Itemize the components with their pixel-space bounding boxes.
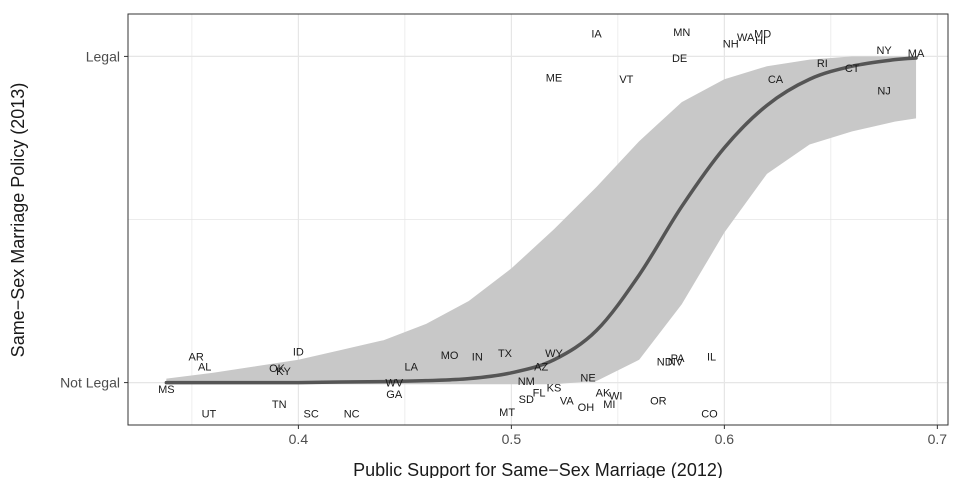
state-label-al: AL xyxy=(198,361,211,373)
state-label-ct: CT xyxy=(845,63,860,75)
state-label-ms: MS xyxy=(158,384,175,396)
state-label-ut: UT xyxy=(202,409,217,421)
state-label-ne: NE xyxy=(580,373,595,385)
x-tick-label: 0.4 xyxy=(289,431,309,447)
state-label-ny: NY xyxy=(876,45,892,57)
state-label-la: LA xyxy=(405,361,419,373)
state-label-hi: HI xyxy=(755,35,766,47)
state-label-in: IN xyxy=(472,352,483,364)
state-label-wv: WV xyxy=(385,378,403,390)
state-label-mt: MT xyxy=(499,407,515,419)
state-label-or: OR xyxy=(650,396,667,408)
state-label-sd: SD xyxy=(519,394,534,406)
confidence-band xyxy=(166,56,917,385)
state-label-nc: NC xyxy=(344,409,360,421)
state-label-ia: IA xyxy=(591,29,602,41)
state-label-wy: WY xyxy=(545,348,563,360)
state-label-oh: OH xyxy=(578,402,595,414)
state-label-fl: FL xyxy=(533,387,546,399)
state-label-va: VA xyxy=(560,396,575,408)
state-label-ca: CA xyxy=(768,74,784,86)
y-tick-label: Not Legal xyxy=(60,375,120,391)
y-tick-label: Legal xyxy=(86,48,120,64)
state-label-nh: NH xyxy=(723,38,739,50)
state-label-ga: GA xyxy=(386,389,403,401)
plot-panel-border xyxy=(127,13,949,426)
state-label-ky: KY xyxy=(276,366,291,378)
state-label-az: AZ xyxy=(534,361,548,373)
state-label-il: IL xyxy=(707,352,716,364)
state-label-id: ID xyxy=(293,347,304,359)
state-label-mo: MO xyxy=(441,350,459,362)
state-label-wa: WA xyxy=(737,32,755,44)
state-label-md: MD xyxy=(754,29,771,41)
fitted-curve xyxy=(164,56,918,385)
y-axis-title: Same−Sex Marriage Policy (2013) xyxy=(8,83,28,358)
state-label-ri: RI xyxy=(817,58,828,70)
state-label-tx: TX xyxy=(498,348,513,360)
state-label-ak: AK xyxy=(596,387,611,399)
state-label-mn: MN xyxy=(673,27,690,39)
state-label-me: ME xyxy=(546,73,563,85)
x-axis-title: Public Support for Same−Sex Marriage (20… xyxy=(353,460,723,478)
x-tick-label: 0.7 xyxy=(928,431,948,447)
y-axis-ticks: Not Legal Legal xyxy=(60,48,128,391)
state-label-sc: SC xyxy=(304,409,319,421)
state-label-de: DE xyxy=(672,53,687,65)
state-label-pa: PA xyxy=(671,353,686,365)
state-label-co: CO xyxy=(701,409,718,421)
state-label-ma: MA xyxy=(908,48,925,60)
state-label-nm: NM xyxy=(518,376,535,388)
state-label-ar: AR xyxy=(189,352,204,364)
state-label-vt: VT xyxy=(619,74,633,86)
state-label-mi: MI xyxy=(603,399,615,411)
x-tick-label: 0.5 xyxy=(502,431,522,447)
state-label-ks: KS xyxy=(547,382,562,394)
state-label-nd: ND xyxy=(657,356,673,368)
state-label-ok: OK xyxy=(269,363,286,375)
state-label-wi: WI xyxy=(609,391,622,403)
x-tick-label: 0.6 xyxy=(715,431,735,447)
state-label-nv: NV xyxy=(668,356,684,368)
state-label-nj: NJ xyxy=(877,86,890,98)
state-label-tn: TN xyxy=(272,399,287,411)
x-axis-ticks: 0.4 0.5 0.6 0.7 xyxy=(289,425,948,447)
